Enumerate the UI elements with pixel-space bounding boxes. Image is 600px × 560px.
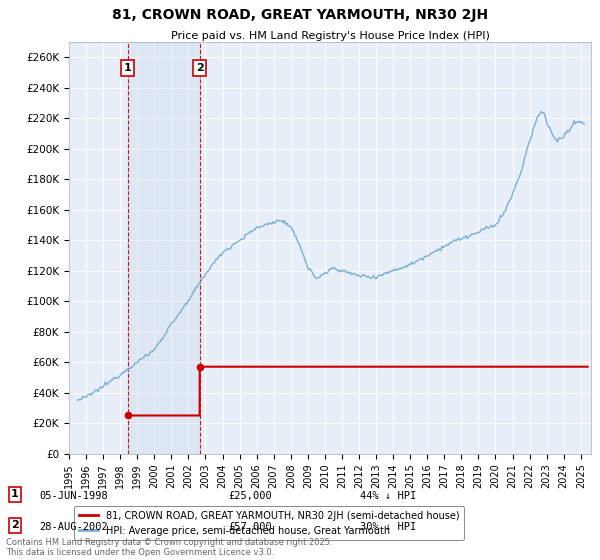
Text: 1: 1 [124, 63, 131, 73]
Bar [128, 42, 200, 454]
Text: £25,000: £25,000 [228, 491, 272, 501]
Text: £57,000: £57,000 [228, 522, 272, 532]
Title: Price paid vs. HM Land Registry's House Price Index (HPI): Price paid vs. HM Land Registry's House … [170, 31, 490, 41]
Text: 81, CROWN ROAD, GREAT YARMOUTH, NR30 2JH: 81, CROWN ROAD, GREAT YARMOUTH, NR30 2JH [112, 8, 488, 22]
Text: 05-JUN-1998: 05-JUN-1998 [39, 491, 108, 501]
Text: 30% ↓ HPI: 30% ↓ HPI [360, 522, 416, 532]
Text: Contains HM Land Registry data © Crown copyright and database right 2025.
This d: Contains HM Land Registry data © Crown c… [6, 538, 332, 557]
Text: 2: 2 [196, 63, 203, 73]
Text: 44% ↓ HPI: 44% ↓ HPI [360, 491, 416, 501]
Text: 1: 1 [11, 489, 19, 500]
Text: 2: 2 [11, 520, 19, 530]
Text: 28-AUG-2002: 28-AUG-2002 [39, 522, 108, 532]
Legend: 81, CROWN ROAD, GREAT YARMOUTH, NR30 2JH (semi-detached house), HPI: Average pri: 81, CROWN ROAD, GREAT YARMOUTH, NR30 2JH… [74, 506, 464, 540]
